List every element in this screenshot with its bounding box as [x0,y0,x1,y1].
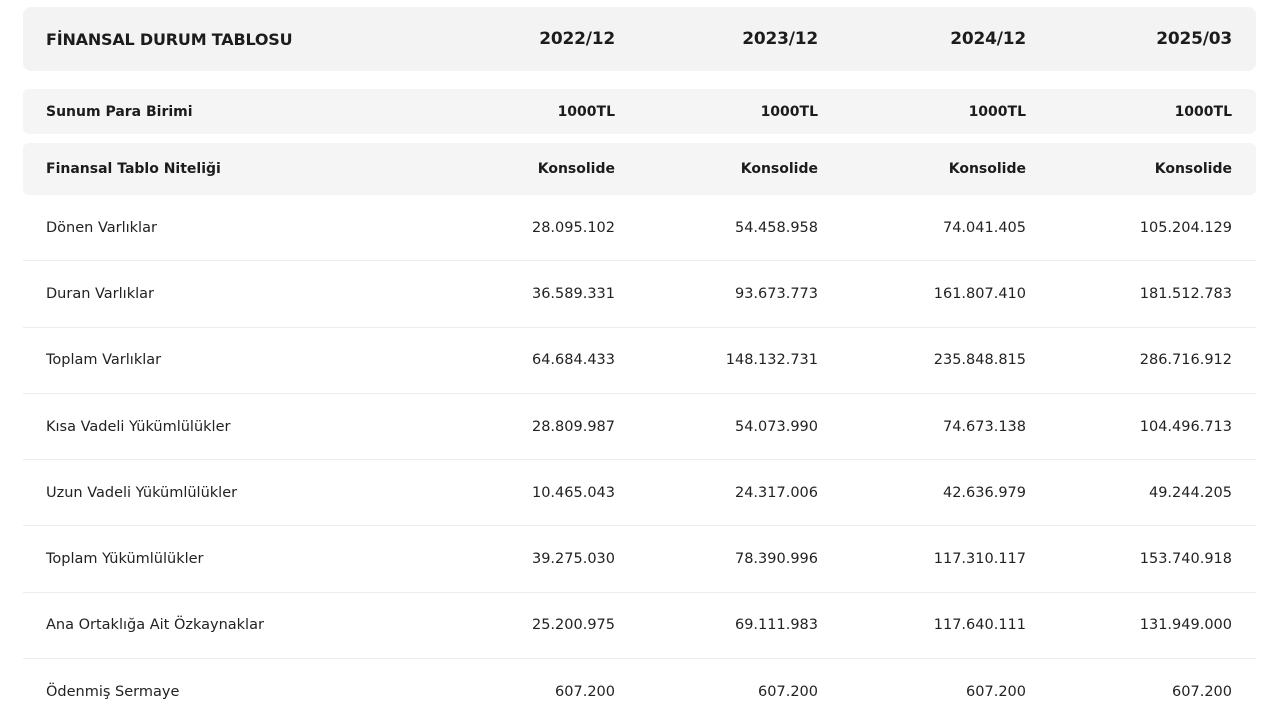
row-value: 607.200 [758,684,818,701]
row-value: 54.458.958 [734,219,818,236]
nature-value: Konsolide [740,161,818,177]
row-value: 54.073.990 [734,418,818,435]
row-value: 42.636.979 [942,484,1026,501]
currency-value: 1000TL [1174,103,1232,120]
row-value: 39.275.030 [531,551,615,568]
row-value: 286.716.912 [1139,352,1232,369]
table-row: Toplam Varlıklar 64.684.433 148.132.731 … [23,328,1256,394]
row-value: 607.200 [1172,684,1232,701]
row-value: 49.244.205 [1148,484,1232,501]
table-header: FİNANSAL DURUM TABLOSU 2022/12 2023/12 2… [23,7,1256,71]
period-header: 2023/12 [742,29,818,49]
table-row: Kısa Vadeli Yükümlülükler 28.809.987 54.… [23,394,1256,461]
row-value: 74.673.138 [942,418,1026,435]
row-value: 69.111.983 [734,617,818,634]
table-row: Duran Varlıklar 36.589.331 93.673.773 16… [23,261,1256,328]
currency-value: 1000TL [968,103,1026,120]
row-value: 93.673.773 [734,285,818,302]
row-label: Ana Ortaklığa Ait Özkaynaklar [46,617,264,634]
statement-nature-row: Finansal Tablo Niteliği Konsolide Konsol… [23,143,1256,195]
row-value: 10.465.043 [531,484,615,501]
currency-value: 1000TL [760,103,818,120]
row-value: 64.684.433 [531,352,615,369]
row-value: 148.132.731 [725,352,818,369]
table-body: Dönen Varlıklar 28.095.102 54.458.958 74… [23,195,1256,725]
row-value: 117.310.117 [933,551,1026,568]
row-value: 607.200 [555,684,615,701]
row-label: Uzun Vadeli Yükümlülükler [46,484,238,501]
nature-label: Finansal Tablo Niteliği [46,161,221,177]
currency-value: 1000TL [557,103,615,120]
nature-value: Konsolide [948,161,1026,177]
table-row: Ana Ortaklığa Ait Özkaynaklar 25.200.975… [23,593,1256,660]
row-label: Kısa Vadeli Yükümlülükler [46,418,231,435]
nature-value: Konsolide [537,161,615,177]
table-row: Ödenmiş Sermaye 607.200 607.200 607.200 … [23,659,1256,725]
currency-row: Sunum Para Birimi 1000TL 1000TL 1000TL 1… [23,89,1256,134]
row-label: Ödenmiş Sermaye [46,684,180,701]
currency-label: Sunum Para Birimi [46,103,193,120]
row-value: 36.589.331 [531,285,615,302]
table-row: Toplam Yükümlülükler 39.275.030 78.390.9… [23,526,1256,593]
row-label: Toplam Varlıklar [46,352,162,369]
table-row: Uzun Vadeli Yükümlülükler 10.465.043 24.… [23,460,1256,527]
row-value: 25.200.975 [531,617,615,634]
nature-value: Konsolide [1154,161,1232,177]
row-value: 104.496.713 [1139,418,1232,435]
table-title: FİNANSAL DURUM TABLOSU [46,29,293,49]
row-value: 105.204.129 [1139,219,1232,236]
period-header: 2022/12 [539,29,615,49]
row-label: Dönen Varlıklar [46,219,157,236]
row-value: 117.640.111 [933,617,1026,634]
row-value: 131.949.000 [1139,617,1232,634]
row-value: 28.095.102 [531,219,615,236]
row-value: 153.740.918 [1139,551,1232,568]
row-value: 235.848.815 [933,352,1026,369]
row-value: 161.807.410 [933,285,1026,302]
financial-position-table: FİNANSAL DURUM TABLOSU 2022/12 2023/12 2… [23,7,1256,725]
row-value: 24.317.006 [734,484,818,501]
row-label: Toplam Yükümlülükler [46,551,204,568]
row-value: 181.512.783 [1139,285,1232,302]
row-label: Duran Varlıklar [46,285,154,302]
table-row: Dönen Varlıklar 28.095.102 54.458.958 74… [23,195,1256,262]
row-value: 28.809.987 [531,418,615,435]
period-header: 2025/03 [1156,29,1232,49]
period-header: 2024/12 [950,29,1026,49]
row-value: 74.041.405 [942,219,1026,236]
row-value: 607.200 [966,684,1026,701]
row-value: 78.390.996 [734,551,818,568]
